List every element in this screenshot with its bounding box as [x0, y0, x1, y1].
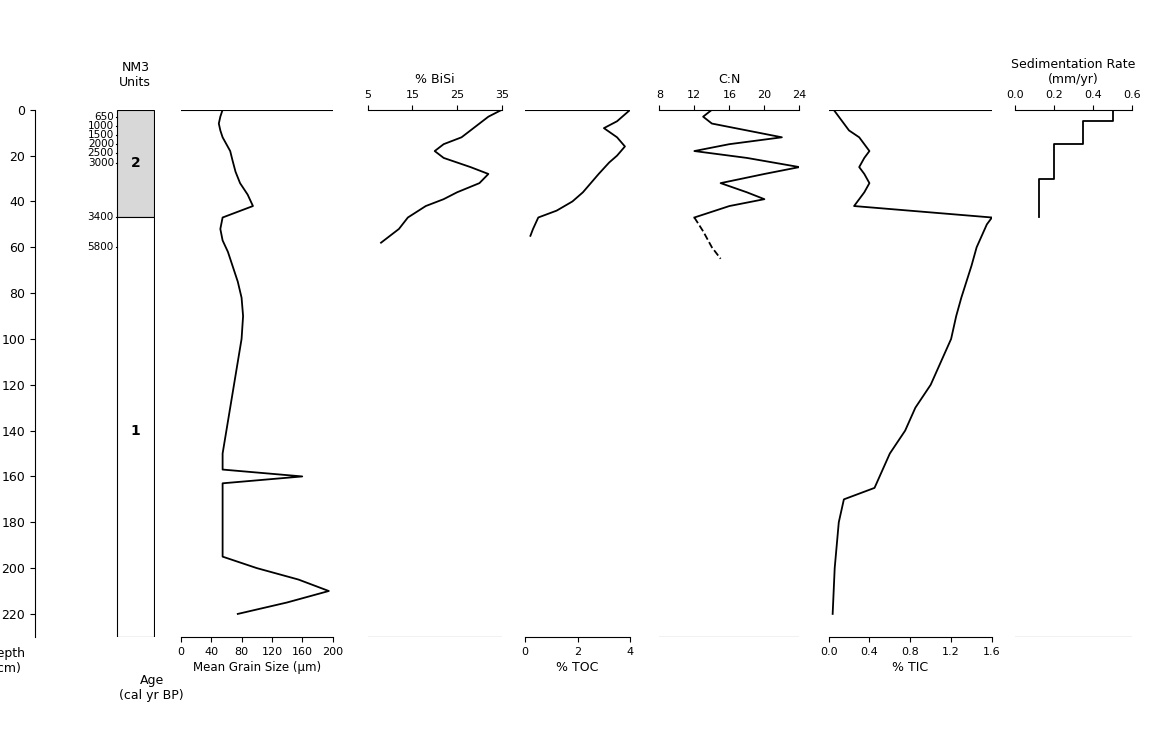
X-axis label: % TIC: % TIC: [893, 661, 928, 673]
Bar: [117, 217, 154, 637]
X-axis label: Mean Grain Size (μm): Mean Grain Size (μm): [193, 661, 321, 673]
Text: 2: 2: [131, 155, 140, 170]
Text: NM3
Units: NM3 Units: [119, 61, 152, 89]
Text: Age
(cal yr BP): Age (cal yr BP): [119, 673, 184, 702]
Text: 1500: 1500: [88, 130, 114, 140]
X-axis label: % TOC: % TOC: [557, 661, 599, 673]
Text: 1: 1: [131, 424, 140, 438]
X-axis label: % BiSi: % BiSi: [415, 73, 454, 86]
Text: 650: 650: [95, 112, 114, 122]
X-axis label: C:N: C:N: [718, 73, 741, 86]
Text: 5800: 5800: [88, 242, 114, 253]
Bar: [117, 110, 154, 217]
Text: 3000: 3000: [88, 157, 114, 168]
Text: 3400: 3400: [88, 212, 114, 223]
Text: 2000: 2000: [88, 139, 114, 149]
Text: 2500: 2500: [88, 149, 114, 158]
Text: 1000: 1000: [88, 121, 114, 131]
X-axis label: Sedimentation Rate
(mm/yr): Sedimentation Rate (mm/yr): [1012, 58, 1135, 86]
Text: Depth
(cm): Depth (cm): [0, 647, 26, 676]
